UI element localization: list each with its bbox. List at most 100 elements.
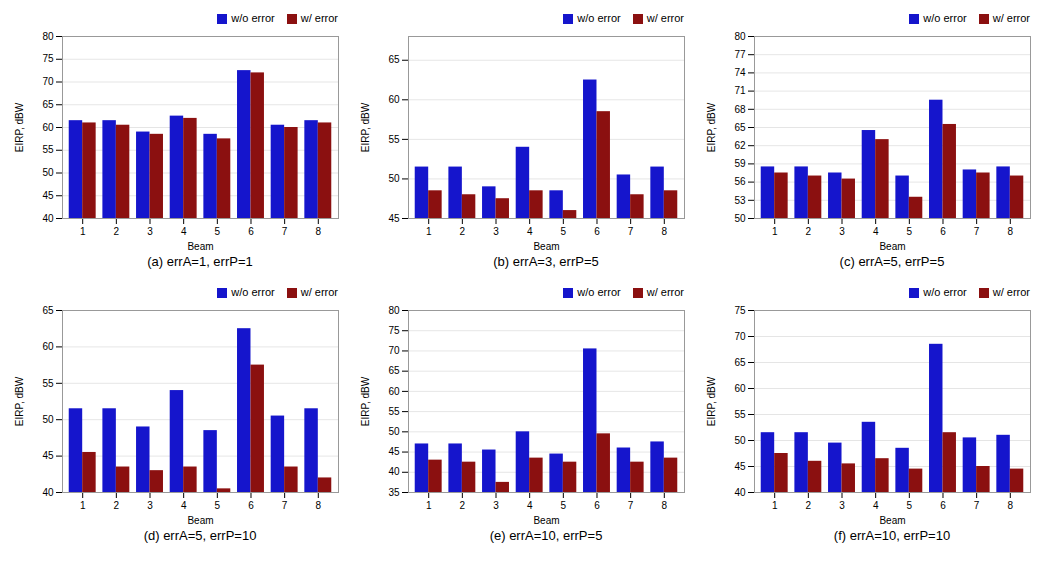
svg-text:6: 6 <box>940 500 946 511</box>
svg-text:60: 60 <box>388 94 400 105</box>
svg-text:70: 70 <box>734 331 746 342</box>
svg-text:7: 7 <box>974 226 980 237</box>
svg-text:62: 62 <box>734 140 746 151</box>
svg-text:1: 1 <box>772 226 778 237</box>
svg-text:80: 80 <box>734 31 746 42</box>
svg-text:3: 3 <box>839 226 845 237</box>
svg-text:70: 70 <box>42 76 54 87</box>
svg-text:2: 2 <box>806 500 812 511</box>
svg-text:45: 45 <box>388 213 400 224</box>
svg-text:65: 65 <box>388 54 400 65</box>
svg-text:6: 6 <box>248 226 254 237</box>
svg-text:Beam: Beam <box>187 241 213 252</box>
svg-text:50: 50 <box>388 426 400 437</box>
svg-text:50: 50 <box>734 213 746 224</box>
svg-text:59: 59 <box>734 158 746 169</box>
svg-text:56: 56 <box>734 176 746 187</box>
svg-text:53: 53 <box>734 195 746 206</box>
svg-text:50: 50 <box>734 435 746 446</box>
svg-text:60: 60 <box>42 341 54 352</box>
svg-text:55: 55 <box>388 406 400 417</box>
svg-text:70: 70 <box>388 345 400 356</box>
svg-text:8: 8 <box>1008 500 1014 511</box>
svg-text:3: 3 <box>147 226 153 237</box>
svg-text:50: 50 <box>388 173 400 184</box>
svg-text:5: 5 <box>561 500 567 511</box>
svg-text:50: 50 <box>42 414 54 425</box>
svg-text:80: 80 <box>42 31 54 42</box>
svg-text:40: 40 <box>42 487 54 498</box>
svg-text:EIRP, dBW: EIRP, dBW <box>14 376 25 426</box>
svg-text:6: 6 <box>594 226 600 237</box>
svg-text:4: 4 <box>873 500 879 511</box>
svg-text:5: 5 <box>215 500 221 511</box>
svg-text:EIRP, dBW: EIRP, dBW <box>706 102 717 152</box>
svg-text:2: 2 <box>114 226 120 237</box>
svg-text:75: 75 <box>388 325 400 336</box>
svg-text:5: 5 <box>907 500 913 511</box>
svg-text:Beam: Beam <box>879 515 905 526</box>
svg-text:7: 7 <box>974 500 980 511</box>
svg-text:5: 5 <box>907 226 913 237</box>
svg-text:77: 77 <box>734 49 746 60</box>
svg-text:4: 4 <box>181 226 187 237</box>
svg-text:5: 5 <box>215 226 221 237</box>
svg-text:40: 40 <box>388 466 400 477</box>
svg-text:EIRP, dBW: EIRP, dBW <box>360 376 371 426</box>
svg-text:1: 1 <box>80 226 86 237</box>
svg-text:2: 2 <box>806 226 812 237</box>
svg-text:60: 60 <box>734 383 746 394</box>
svg-text:6: 6 <box>594 500 600 511</box>
svg-text:4: 4 <box>527 226 533 237</box>
svg-text:65: 65 <box>42 99 54 110</box>
svg-text:35: 35 <box>388 487 400 498</box>
svg-text:6: 6 <box>940 226 946 237</box>
svg-text:65: 65 <box>388 365 400 376</box>
svg-text:45: 45 <box>42 450 54 461</box>
svg-text:65: 65 <box>42 305 54 316</box>
svg-text:60: 60 <box>42 122 54 133</box>
svg-text:8: 8 <box>662 500 668 511</box>
svg-text:4: 4 <box>181 500 187 511</box>
svg-text:EIRP, dBW: EIRP, dBW <box>14 102 25 152</box>
svg-text:40: 40 <box>42 213 54 224</box>
svg-text:75: 75 <box>42 53 54 64</box>
svg-text:55: 55 <box>734 409 746 420</box>
svg-text:55: 55 <box>42 144 54 155</box>
svg-text:4: 4 <box>873 226 879 237</box>
svg-text:6: 6 <box>248 500 254 511</box>
svg-text:40: 40 <box>734 487 746 498</box>
svg-text:Beam: Beam <box>187 515 213 526</box>
svg-text:75: 75 <box>734 305 746 316</box>
svg-text:71: 71 <box>734 85 746 96</box>
svg-text:2: 2 <box>460 226 466 237</box>
svg-text:1: 1 <box>426 500 432 511</box>
svg-text:3: 3 <box>493 226 499 237</box>
svg-text:8: 8 <box>662 226 668 237</box>
svg-text:45: 45 <box>42 190 54 201</box>
svg-text:4: 4 <box>527 500 533 511</box>
svg-text:8: 8 <box>316 500 322 511</box>
svg-text:1: 1 <box>772 500 778 511</box>
svg-text:80: 80 <box>388 305 400 316</box>
svg-text:1: 1 <box>80 500 86 511</box>
svg-text:45: 45 <box>734 461 746 472</box>
svg-text:2: 2 <box>460 500 466 511</box>
svg-text:Beam: Beam <box>533 241 559 252</box>
svg-text:7: 7 <box>628 500 634 511</box>
svg-text:Beam: Beam <box>533 515 559 526</box>
svg-text:7: 7 <box>282 226 288 237</box>
svg-text:3: 3 <box>147 500 153 511</box>
svg-text:55: 55 <box>388 134 400 145</box>
svg-text:5: 5 <box>561 226 567 237</box>
svg-text:EIRP, dBW: EIRP, dBW <box>706 376 717 426</box>
svg-text:50: 50 <box>42 167 54 178</box>
svg-text:45: 45 <box>388 446 400 457</box>
svg-text:Beam: Beam <box>879 241 905 252</box>
svg-text:7: 7 <box>282 500 288 511</box>
svg-text:74: 74 <box>734 67 746 78</box>
svg-text:8: 8 <box>316 226 322 237</box>
svg-text:55: 55 <box>42 378 54 389</box>
svg-text:68: 68 <box>734 104 746 115</box>
svg-text:60: 60 <box>388 386 400 397</box>
